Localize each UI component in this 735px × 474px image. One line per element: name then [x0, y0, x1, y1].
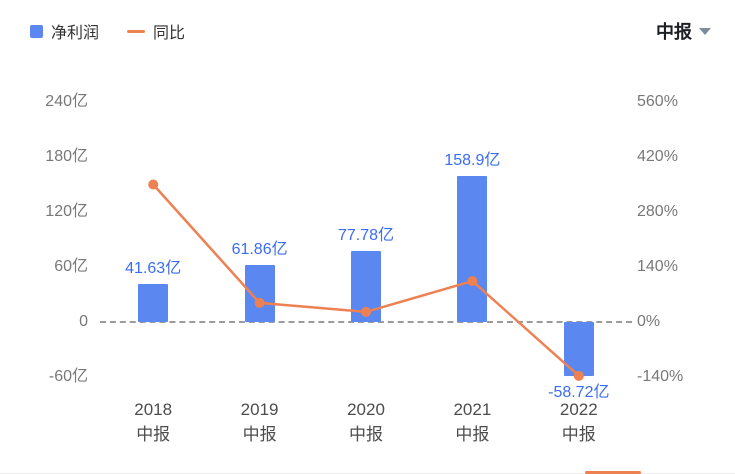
bar-value-label: 61.86亿: [231, 241, 288, 259]
yoy-data-point[interactable]: [254, 297, 265, 308]
bottom-slider-indicator[interactable]: [585, 471, 641, 474]
chart-header: 净利润 同比 中报: [30, 18, 711, 44]
bar-value-label: 41.63亿: [125, 259, 182, 277]
axis-tick-right: 140%: [637, 258, 678, 275]
axis-tick-right: 560%: [637, 93, 678, 110]
bar-value-label: 158.9亿: [444, 152, 501, 170]
x-axis-label-line: 中报: [349, 425, 383, 444]
legend-label-net-profit: 净利润: [51, 25, 100, 42]
x-axis-category-label: 2020 中报: [318, 397, 414, 447]
legend-label-yoy: 同比: [153, 25, 186, 42]
report-period-dropdown[interactable]: 中报: [656, 18, 711, 44]
axis-tick-left: -60亿: [48, 368, 88, 385]
x-axis-label-line: 中报: [136, 425, 171, 444]
x-axis-label-line: 中报: [561, 425, 596, 444]
legend: 净利润 同比: [30, 19, 185, 43]
axis-tick-left: 240亿: [45, 93, 88, 110]
axis-tick-left: 60亿: [54, 258, 88, 275]
axis-tick-left: 180亿: [45, 148, 88, 165]
line-series-swatch-icon: [127, 29, 146, 33]
axis-tick-left: 120亿: [45, 203, 88, 220]
axis-tick-right: 0%: [637, 313, 661, 330]
yoy-data-point[interactable]: [573, 370, 584, 381]
legend-item-yoy[interactable]: 同比: [127, 19, 185, 43]
axis-tick-left: 0: [79, 313, 88, 330]
bar-net-profit[interactable]: [244, 265, 275, 322]
yoy-data-point[interactable]: [467, 276, 478, 287]
period-label: 中报: [656, 22, 692, 42]
bar-net-profit[interactable]: [457, 176, 488, 322]
chevron-down-icon: [699, 27, 711, 35]
yoy-data-point[interactable]: [361, 306, 371, 317]
bar-value-label: -58.72亿: [548, 383, 610, 401]
x-axis-category-label: 2021 中报: [424, 397, 520, 447]
bar-net-profit[interactable]: [563, 322, 594, 376]
bar-series-swatch-icon: [30, 24, 43, 38]
x-axis-label-line: 2021: [453, 400, 492, 419]
x-axis-category-label: 2022 中报: [531, 397, 627, 447]
bar-value-label: 77.78亿: [337, 226, 395, 244]
x-axis-label-line: 2020: [347, 400, 385, 419]
x-axis-label-line: 中报: [455, 425, 490, 444]
x-axis-label-line: 中报: [242, 425, 277, 444]
yoy-data-point[interactable]: [148, 179, 159, 190]
legend-item-net-profit[interactable]: 净利润: [30, 19, 99, 43]
x-axis-category-label: 2018 中报: [105, 397, 201, 447]
x-axis-label-line: 2022: [559, 400, 598, 419]
x-axis-category-label: 2019 中报: [212, 397, 308, 447]
bar-net-profit[interactable]: [138, 283, 169, 322]
axis-tick-right: -140%: [637, 368, 684, 385]
axis-tick-right: 420%: [637, 148, 678, 165]
x-axis-label-line: 2019: [240, 400, 279, 419]
axis-tick-right: 280%: [637, 203, 678, 220]
x-axis-label-line: 2018: [134, 400, 173, 419]
